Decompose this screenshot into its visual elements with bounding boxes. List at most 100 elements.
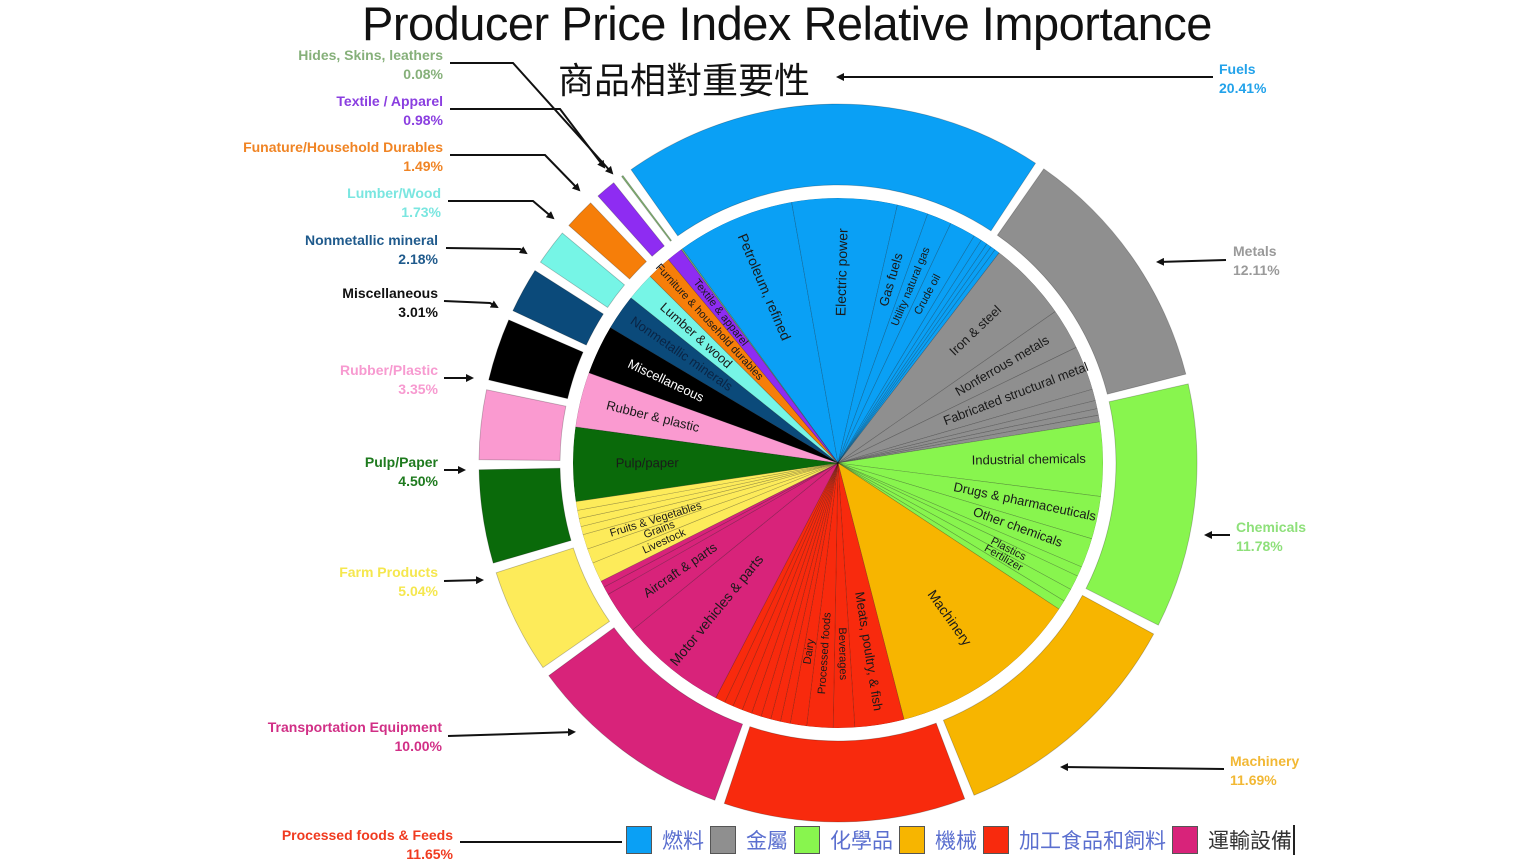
category-label-rubber-plastic: Rubber/Plastic 3.35%: [340, 361, 438, 399]
inner-segment: [779, 462, 839, 724]
outer-segment-textile-apparel: [597, 182, 665, 257]
category-label-hides-skins-leathers: Hides, Skins, leathers 0.08%: [298, 46, 443, 84]
category-label-machinery: Machinery 11.69%: [1230, 752, 1299, 790]
category-name: Funature/Household Durables: [243, 139, 443, 155]
category-label-metals: Metals 12.11%: [1233, 242, 1280, 280]
inner-segment-fruits-vegetables: [582, 462, 839, 550]
inner-segment-fertilizer: [837, 462, 1072, 602]
outer-segment-machinery: [942, 594, 1155, 796]
legend-item-machinery: 機械: [899, 825, 977, 855]
inner-segment: [837, 462, 1065, 610]
category-percent: 11.78%: [1236, 538, 1283, 554]
inner-ring-subcategories: [560, 185, 1116, 741]
legend-item-transportation: 運輸設備: [1172, 825, 1295, 855]
inner-segment-nonmetallic-minerals: [609, 297, 839, 464]
inner-segment-processed-foods: [806, 462, 839, 729]
inner-label-industrial-chemicals: Industrial chemicals: [972, 451, 1087, 468]
category-percent: 0.98%: [403, 112, 443, 128]
chart-title: Producer Price Index Relative Importance: [362, 0, 1212, 50]
legend-label: 運輸設備: [1208, 825, 1295, 855]
ring-separator: [560, 185, 1116, 741]
outer-segment-processed-foods-feeds: [723, 722, 966, 823]
category-label-textile-apparel: Textile / Apparel 0.98%: [336, 92, 443, 130]
category-name: Farm Products: [339, 564, 438, 580]
category-label-fuels: Fuels 20.41%: [1219, 60, 1266, 98]
legend-swatch-processed-foods: [983, 826, 1009, 854]
leader-line-nonmetallic: [445, 246, 528, 255]
category-percent: 2.18%: [398, 251, 438, 267]
category-label-transportation-equipment: Transportation Equipment 10.00%: [268, 718, 442, 756]
inner-segment-textile-apparel: [667, 248, 839, 464]
category-percent: 1.73%: [401, 204, 441, 220]
legend-swatch-chemicals: [794, 826, 820, 854]
inner-label-dairy: Dairy: [802, 638, 818, 666]
outer-segment-miscellaneous: [488, 319, 584, 400]
inner-segment: [575, 462, 839, 511]
inner-segment-beverages: [832, 462, 856, 729]
category-name: Processed foods & Feeds: [281, 827, 453, 843]
inner-segment: [724, 462, 839, 707]
inner-segment-nonferrous-metals: [837, 311, 1077, 464]
category-percent: 20.41%: [1219, 80, 1267, 96]
outer-segment-chemicals: [1085, 383, 1198, 626]
category-label-miscellaneous: Miscellaneous 3.01%: [342, 284, 438, 322]
legend-item-fuels: 燃料: [626, 825, 704, 855]
inner-label-beverages: Beverages: [836, 627, 849, 680]
inner-label-pulp-paper: Pulp/paper: [616, 455, 680, 470]
legend-label: 燃料: [662, 829, 704, 853]
inner-segment-plastics: [837, 462, 1079, 590]
category-percent: 12.11%: [1233, 262, 1280, 278]
category-name: Rubber/Plastic: [339, 362, 438, 378]
legend-label: 化學品: [830, 829, 893, 853]
inner-segment: [837, 239, 988, 464]
inner-segment: [578, 462, 839, 528]
inner-segment-electric-power: [791, 197, 898, 464]
inner-segment-miscellaneous: [588, 327, 839, 464]
outer-segment-pulp-paper: [478, 467, 572, 564]
inner-segment: [837, 249, 1000, 464]
outer-ring-categories: [478, 103, 1198, 823]
outer-segment-fuels: [630, 103, 1037, 237]
category-name: Hides, Skins, leathers: [298, 47, 443, 63]
category-label-pulp-paper: Pulp/Paper 4.50%: [365, 453, 438, 491]
inner-segment: [600, 462, 839, 588]
inner-segment-dairy: [789, 462, 839, 727]
inner-segment-motor-vehicles-parts: [631, 462, 839, 699]
inner-segment-drugs-pharmaceuticals: [837, 462, 1102, 540]
outer-segment-nonmetallic-mineral: [512, 269, 604, 346]
outer-segment-lumber-wood: [539, 232, 626, 309]
category-percent: 0.08%: [403, 66, 443, 82]
inner-label-processed-foods: Processed foods: [816, 612, 834, 695]
legend-label: 機械: [935, 829, 977, 853]
legend-item-processed-foods: 加工食品和飼料: [983, 825, 1166, 855]
inner-segment: [760, 462, 839, 720]
leader-lines: [443, 62, 1230, 843]
category-percent: 11.69%: [1230, 772, 1277, 788]
category-label-nonmetallic-mineral: Nonmetallic mineral 2.18%: [305, 231, 438, 269]
category-name: Chemicals: [1236, 519, 1307, 535]
inner-segment: [837, 246, 996, 464]
legend-swatch-machinery: [899, 826, 925, 854]
inner-segment-gas-fuels: [837, 204, 929, 464]
category-percent: 3.35%: [398, 381, 438, 397]
leader-line-farm: [443, 576, 484, 585]
category-percent: 1.49%: [403, 158, 443, 174]
inner-segment: [741, 462, 839, 714]
category-percent: 10.00%: [394, 738, 442, 754]
inner-segment-utility-natural-gas: [837, 213, 952, 464]
inner-segment: [770, 462, 839, 723]
inner-segment-aircraft-parts: [607, 462, 839, 631]
legend-label: 加工食品和飼料: [1019, 829, 1166, 853]
legend: 燃料 金屬 化學品 機械 加工食品和飼料 運輸設備: [626, 822, 1301, 858]
category-label-chemicals: Chemicals 11.78%: [1236, 518, 1306, 556]
category-name: Nonmetallic mineral: [304, 232, 438, 248]
inner-segment: [837, 408, 1099, 464]
leader-line-metals: [1156, 257, 1227, 266]
category-name: Miscellaneous: [342, 285, 438, 301]
outer-segment-rubber-plastic: [478, 389, 567, 461]
inner-segment: [837, 235, 982, 464]
inner-segment: [680, 248, 839, 464]
legend-item-chemicals: 化學品: [794, 825, 893, 855]
inner-segment-other-chemicals: [837, 462, 1093, 568]
